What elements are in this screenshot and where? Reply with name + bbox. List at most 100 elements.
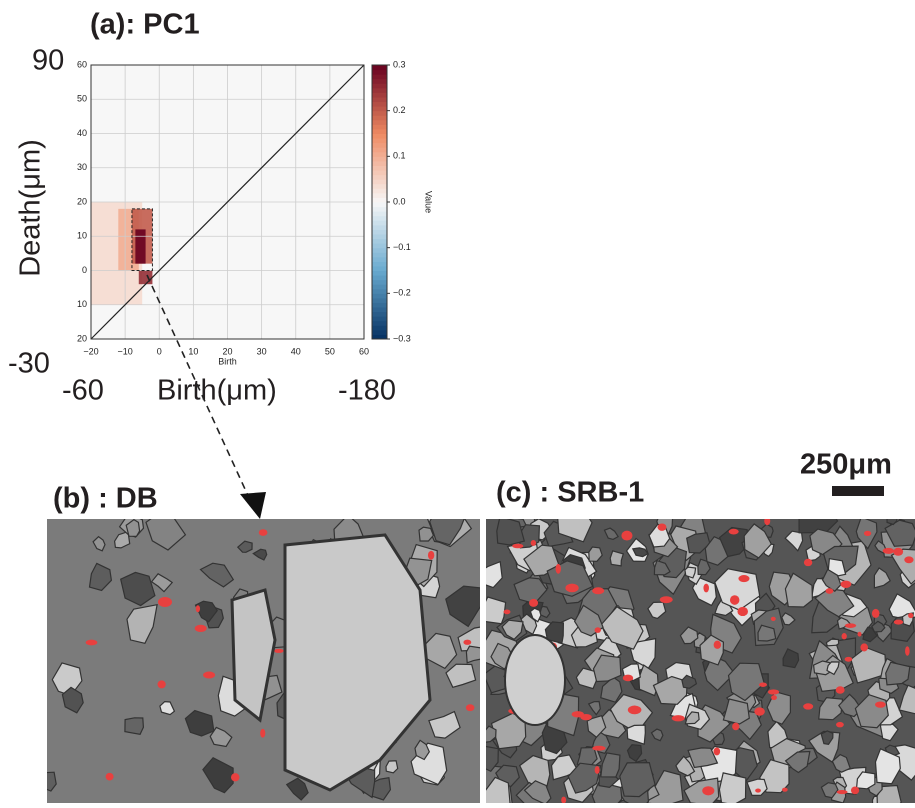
red-spot <box>512 544 523 549</box>
red-spot <box>803 703 813 709</box>
colorbar-segment <box>372 138 387 143</box>
colorbar-segment <box>372 239 387 244</box>
red-spot <box>738 575 749 582</box>
overlay-label: Death(μm) <box>15 139 47 277</box>
grain <box>386 761 398 773</box>
red-spot <box>628 706 642 715</box>
colorbar-segment <box>372 143 387 148</box>
red-spot <box>768 689 779 694</box>
scale-bar <box>832 486 884 496</box>
colorbar-segment <box>372 271 387 276</box>
micrograph-db <box>37 502 491 803</box>
colorbar-segment <box>372 252 387 257</box>
x-tick-label: 50 <box>325 346 335 356</box>
red-spot <box>565 584 578 593</box>
colorbar-segment <box>372 220 387 225</box>
grain <box>466 646 482 663</box>
colorbar-segment <box>372 161 387 166</box>
red-spot <box>872 609 880 618</box>
colorbar-segment <box>372 106 387 111</box>
red-spot <box>730 595 739 605</box>
colorbar-segment <box>372 152 387 157</box>
red-spot <box>158 680 166 688</box>
red-spot <box>782 788 788 792</box>
overlay-label: -30 <box>8 348 50 380</box>
colorbar-tick-label: −0.1 <box>393 242 411 252</box>
red-spot <box>845 623 856 628</box>
colorbar-segment <box>372 193 387 198</box>
red-spot <box>714 641 721 649</box>
red-spot <box>466 704 475 711</box>
colorbar-segment <box>372 248 387 253</box>
scale-bar-label: 250μm <box>800 449 892 481</box>
colorbar-tick-label: 0.2 <box>393 105 406 115</box>
colorbar-segment <box>372 97 387 102</box>
colorbar-segment <box>372 134 387 139</box>
x-tick-label: 0 <box>157 346 162 356</box>
x-tick-label: 10 <box>188 346 198 356</box>
colorbar-segment <box>372 147 387 152</box>
colorbar-segment <box>372 102 387 107</box>
colorbar-segment <box>372 298 387 303</box>
red-spot <box>158 597 172 607</box>
colorbar-segment <box>372 188 387 193</box>
red-spot <box>894 620 903 625</box>
x-tick-label: −20 <box>83 346 98 356</box>
red-spot <box>702 786 714 795</box>
overlay-label: Birth(μm) <box>157 375 277 407</box>
colorbar-tick-label: 0.3 <box>393 59 406 69</box>
red-spot <box>203 672 215 679</box>
colorbar-segment <box>372 120 387 125</box>
red-spot <box>864 531 871 536</box>
colorbar-segment <box>372 289 387 294</box>
colorbar-segment <box>372 65 387 70</box>
red-spot <box>840 581 851 588</box>
colorbar-segment <box>372 197 387 202</box>
colorbar-segment <box>372 302 387 307</box>
grain <box>887 513 897 525</box>
large-grain <box>505 635 565 725</box>
y-tick-label: 50 <box>77 94 87 104</box>
red-spot <box>428 551 434 560</box>
colorbar-segment <box>372 325 387 330</box>
red-spot <box>595 766 600 774</box>
red-spot <box>531 540 536 546</box>
colorbar-segment <box>372 165 387 170</box>
red-spot <box>231 773 240 781</box>
x-tick-label: 30 <box>257 346 267 356</box>
heat-cell <box>135 229 145 263</box>
colorbar-segment <box>372 211 387 216</box>
red-spot <box>729 529 739 535</box>
red-spot <box>857 632 861 637</box>
colorbar-segment <box>372 261 387 266</box>
grain <box>685 567 696 578</box>
colorbar-segment <box>372 234 387 239</box>
red-spot <box>826 588 834 594</box>
heat-cell <box>139 271 153 285</box>
red-spot <box>274 649 284 653</box>
grain <box>610 551 623 566</box>
red-spot <box>836 686 845 693</box>
x-tick-label: 40 <box>291 346 301 356</box>
red-spot <box>529 599 538 607</box>
red-spot <box>703 584 709 593</box>
red-spot <box>905 646 910 656</box>
colorbar-segment <box>372 216 387 221</box>
red-spot <box>845 657 853 662</box>
colorbar-segment <box>372 111 387 116</box>
colorbar-segment <box>372 88 387 93</box>
red-spot <box>732 723 739 731</box>
red-spot <box>572 711 584 717</box>
colorbar-segment <box>372 330 387 335</box>
overlay-label: -60 <box>62 375 104 407</box>
colorbar-tick-label: −0.2 <box>393 288 411 298</box>
colorbar-segment <box>372 280 387 285</box>
colorbar-segment <box>372 74 387 79</box>
colorbar-segment <box>372 202 387 207</box>
colorbar-segment <box>372 129 387 134</box>
grain <box>37 772 56 791</box>
red-spot <box>771 695 777 700</box>
red-spot <box>556 564 561 574</box>
